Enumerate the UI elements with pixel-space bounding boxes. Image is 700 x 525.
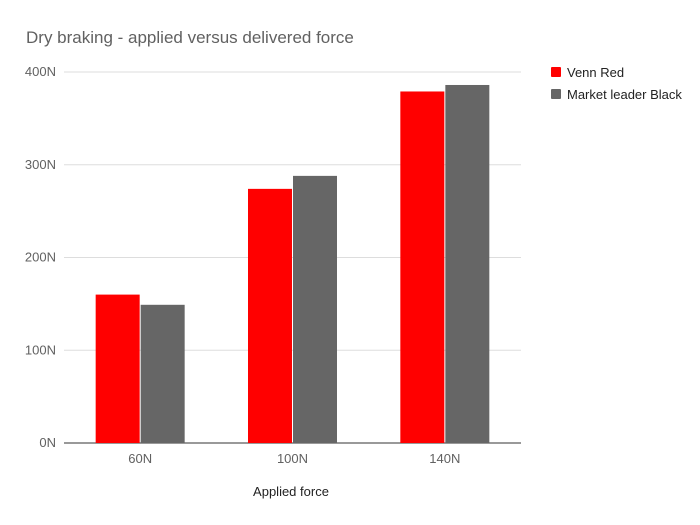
- y-axis-ticks: 0N 100N 200N 300N 400N: [25, 64, 56, 450]
- x-axis-ticks: 60N 100N 140N: [128, 451, 460, 466]
- bar-60N-market-leader-black: [140, 304, 185, 443]
- legend-label: Market leader Black: [567, 87, 682, 102]
- y-tick-label: 300N: [25, 157, 56, 172]
- y-tick-label: 100N: [25, 342, 56, 357]
- bar-100N-venn-red: [248, 188, 292, 443]
- legend-swatch: [551, 67, 561, 77]
- gridlines: [64, 71, 521, 444]
- chart-title: Dry braking - applied versus delivered f…: [26, 28, 354, 47]
- legend-swatch: [551, 89, 561, 99]
- x-tick-label: 100N: [277, 451, 308, 466]
- x-tick-label: 60N: [128, 451, 152, 466]
- bars: [95, 84, 490, 444]
- x-axis-title: Applied force: [253, 484, 329, 499]
- y-tick-label: 200N: [25, 250, 56, 265]
- bar-100N-market-leader-black: [293, 175, 337, 443]
- y-tick-label: 400N: [25, 64, 56, 79]
- x-tick-label: 140N: [429, 451, 460, 466]
- y-tick-label: 0N: [39, 435, 56, 450]
- bar-60N-venn-red: [95, 294, 140, 443]
- legend: Venn Red Market leader Black: [551, 65, 682, 102]
- bar-140N-market-leader-black: [445, 84, 490, 444]
- legend-label: Venn Red: [567, 65, 624, 80]
- bar-140N-venn-red: [400, 91, 445, 443]
